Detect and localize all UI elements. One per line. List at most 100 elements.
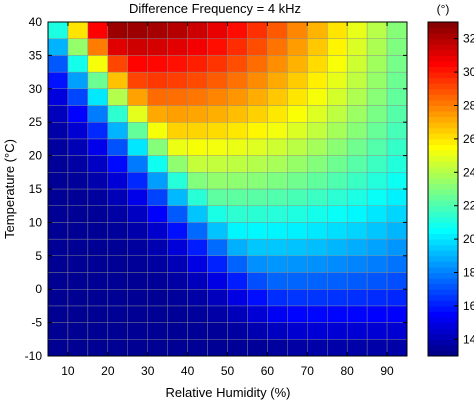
heatmap-cell [167,121,188,140]
x-tick-label: 30 [141,364,155,378]
heatmap-cell [207,38,228,56]
heatmap-cell [307,38,328,56]
heatmap-cell [386,322,408,340]
heatmap-cell [327,339,348,357]
colorbar-segment [428,200,458,207]
heatmap-cell [127,71,148,89]
heatmap-cell [187,289,208,307]
x-axis-ticks: 10 20 30 40 50 60 70 80 90 [61,22,394,378]
heatmap-cell [366,188,388,206]
heatmap-cell [67,88,89,106]
heatmap-cell [386,55,408,73]
heatmap-cell [386,172,408,190]
heatmap-cell [247,138,268,156]
heatmap-cell [267,55,288,73]
heatmap-cell [287,188,308,206]
heatmap-cell [327,172,348,190]
heatmap-cell [307,255,328,273]
heatmap-cell [307,138,328,156]
colorbar-segment [428,72,458,79]
heatmap-cell [67,238,89,257]
heatmap-cell [327,121,348,140]
heatmap-cell [187,322,208,340]
heatmap-cell [366,289,388,307]
heatmap-cell [287,205,308,223]
heatmap-cell [47,71,69,89]
heatmap-cell [247,21,268,39]
heatmap-cell [227,88,248,106]
heatmap-cell [147,188,168,206]
y-tick-label: 30 [29,82,43,96]
heatmap-cell [127,205,148,223]
heatmap-cell [287,339,308,357]
heatmap-cell [127,222,148,240]
heatmap-cell [47,188,69,206]
heatmap-cell [47,272,69,290]
heatmap-cell [366,138,388,156]
heatmap-cell [307,222,328,240]
heatmap-cell [287,238,308,257]
heatmap-cell [187,238,208,257]
heatmap-cell [307,339,328,357]
colorbar-segment [428,133,458,140]
heatmap-cell [366,322,388,340]
heatmap-cell [167,222,188,240]
heatmap-cell [107,339,128,357]
heatmap-cell [386,222,408,240]
heatmap-cell [207,172,228,190]
heatmap-cell [167,322,188,340]
heatmap-cell [147,255,168,273]
heatmap-cell [366,305,388,323]
heatmap-cell [366,172,388,190]
heatmap-cell [287,272,308,290]
heatmap-cell [307,238,328,257]
y-tick-label: 5 [35,249,42,263]
heatmap-cell [247,322,268,340]
heatmap-cell [227,339,248,357]
heatmap-cell [267,155,288,173]
heatmap-cell [147,339,168,357]
heatmap-cell [87,205,109,223]
heatmap-cell [386,188,408,206]
heatmap-cell [307,322,328,340]
heatmap-cell [87,222,109,240]
heatmap-cell [247,305,268,323]
colorbar-tick-label: 14 [463,332,474,346]
heatmap-cell [167,172,188,190]
colorbar-tick-label: 20 [463,232,474,246]
heatmap-cell [227,272,248,290]
heatmap-cell [187,71,208,89]
y-axis-label: Temperature (°C) [2,139,17,239]
heatmap-cell [327,322,348,340]
heatmap-cell [386,255,408,273]
heatmap-cell [187,188,208,206]
heatmap-cell [107,272,128,290]
colorbar-segment [428,205,458,212]
heatmap-cell [247,255,268,273]
heatmap-cell [366,339,388,357]
colorbar-segment [428,122,458,129]
heatmap-cell [107,289,128,307]
heatmap-cell [47,255,69,273]
heatmap-cell [287,88,308,106]
colorbar-segment [428,216,458,223]
heatmap-cell [67,322,89,340]
colorbar-segment [428,60,458,68]
colorbar-tick-label: 32 [463,32,474,46]
heatmap-cell [247,121,268,140]
x-tick-label: 20 [101,364,115,378]
x-axis-label: Relative Humidity (%) [166,385,291,400]
heatmap-cell [87,21,109,39]
colorbar-segment [428,250,458,257]
y-tick-label: 40 [29,15,43,29]
heatmap-cell [287,222,308,240]
heatmap-cell [47,322,69,340]
colorbar-segment [428,161,458,168]
heatmap-cell [147,172,168,190]
colorbar-segment [428,311,458,318]
heatmap-cell [267,272,288,290]
heatmap-cell [87,88,109,106]
heatmap-cell [67,38,89,56]
heatmap-cell [47,238,69,257]
colorbar-segment [428,322,458,329]
